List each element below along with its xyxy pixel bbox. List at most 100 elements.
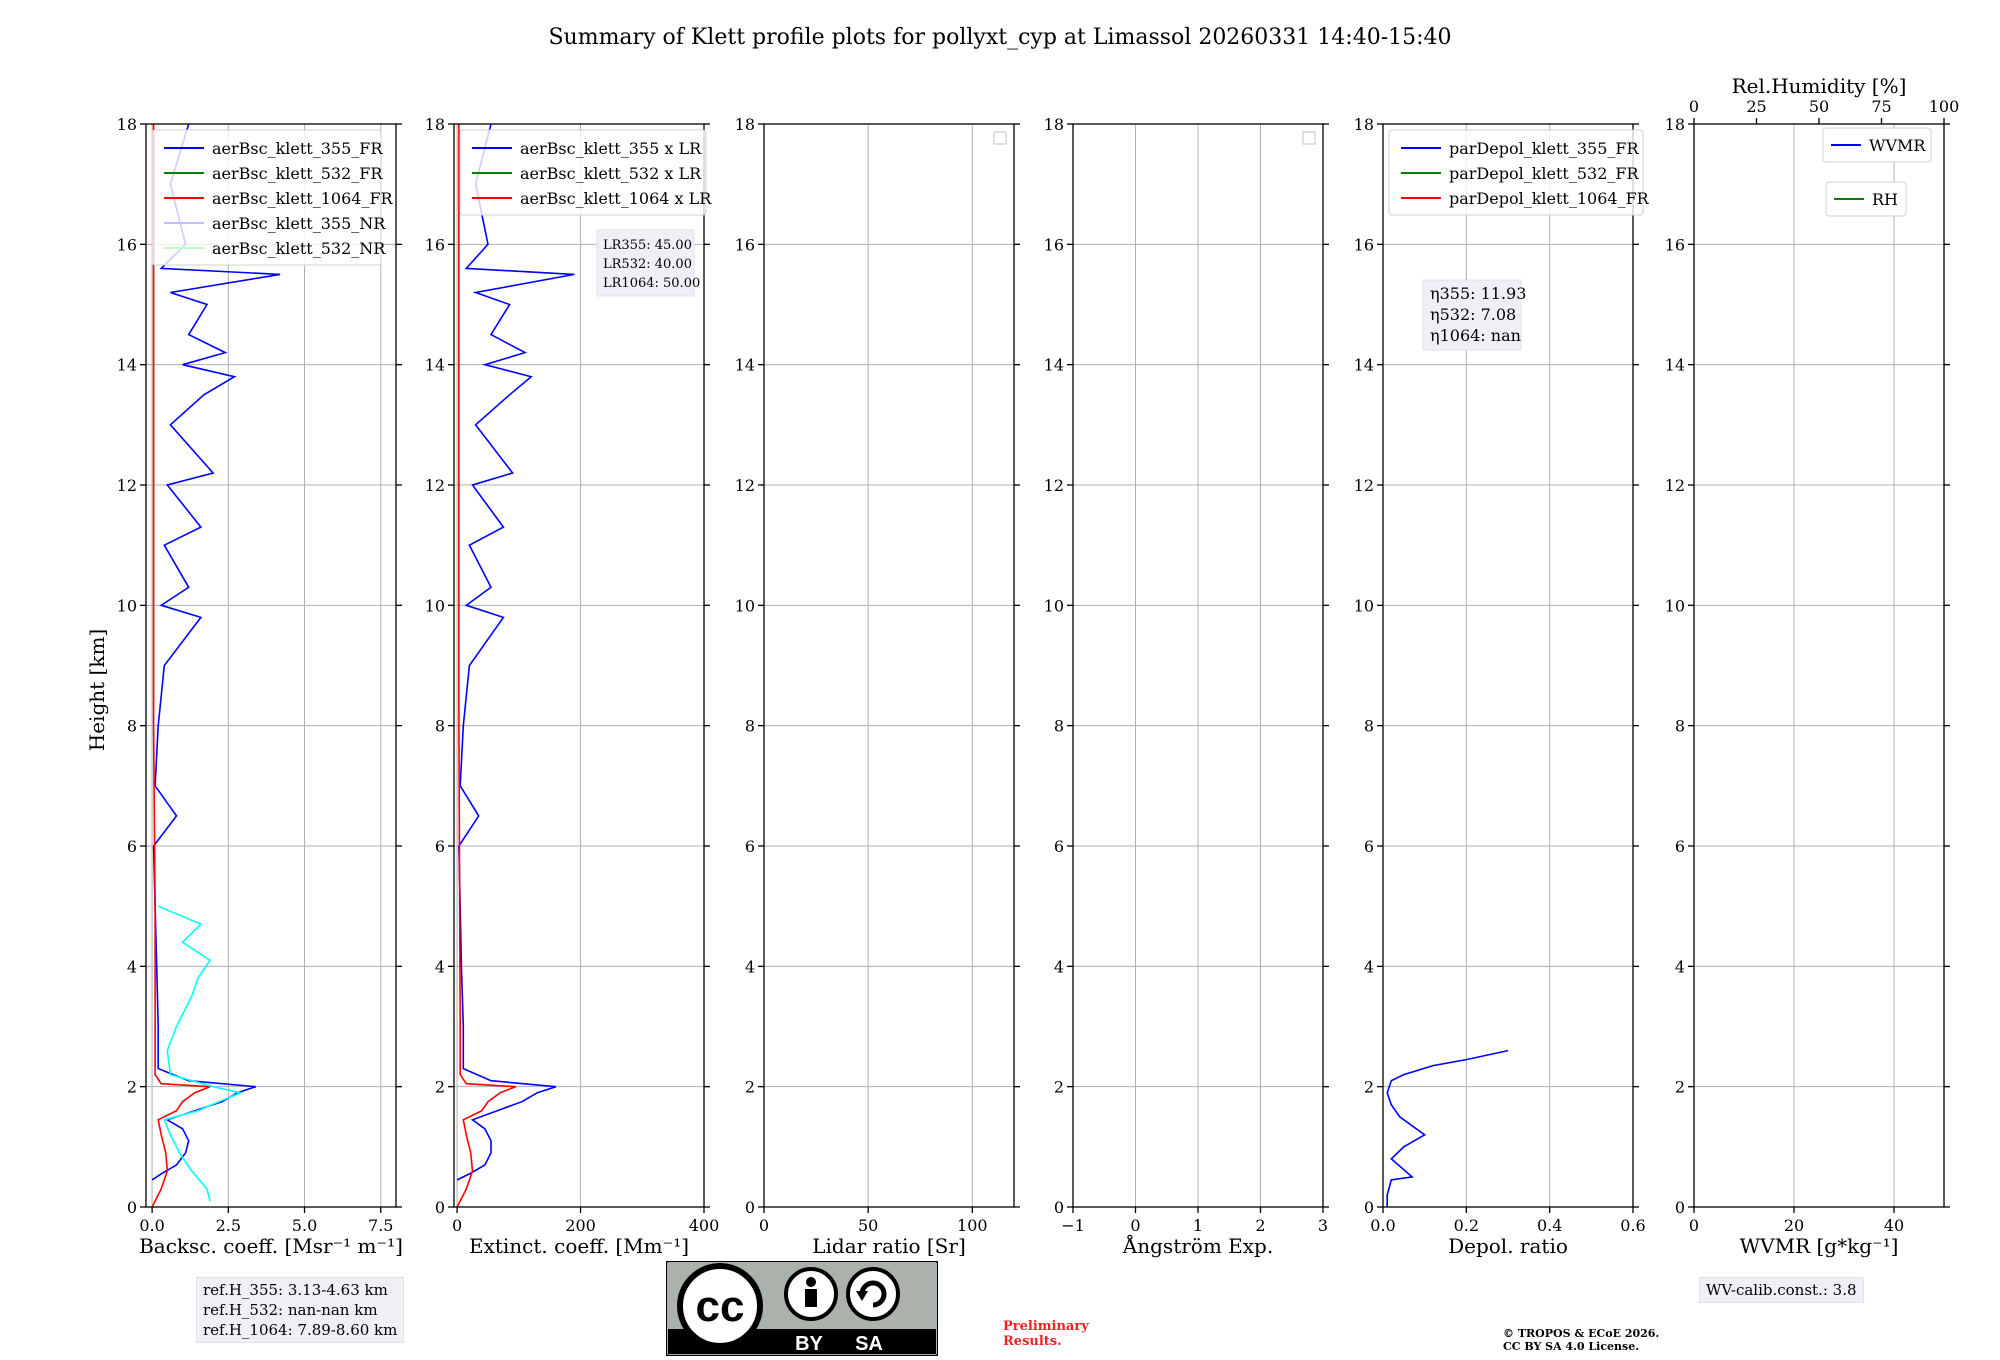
top-x-tick-label: 100 <box>1929 97 1960 116</box>
legend-rh: RH <box>1825 181 1907 217</box>
y-tick-label: 4 <box>127 957 137 976</box>
y-tick-label: 18 <box>1354 115 1374 134</box>
copyright-note: © TROPOS & ECoE 2026. CC BY SA 4.0 Licen… <box>1503 1327 1823 1353</box>
x-tick-label: 0.2 <box>1454 1216 1479 1235</box>
y-tick-label: 18 <box>1044 115 1064 134</box>
legend-label: aerBsc_klett_532_FR <box>212 164 383 183</box>
legend-label: RH <box>1872 190 1898 209</box>
x-tick-label: 200 <box>565 1216 596 1235</box>
x-tick-label: 0 <box>1130 1216 1140 1235</box>
legend-label: WVMR <box>1869 136 1926 155</box>
legend-label: aerBsc_klett_1064 x LR <box>520 189 712 208</box>
axes-frame <box>1693 123 1945 1208</box>
y-tick-label: 14 <box>117 356 137 375</box>
annotation-line: LR1064: 50.00 <box>603 276 700 291</box>
legend: parDepol_klett_355_FR parDepol_klett_532_… <box>1388 129 1650 216</box>
y-tick-label: 14 <box>1044 356 1064 375</box>
annotation-line: η1064: nan <box>1430 326 1521 345</box>
y-tick-label: 8 <box>1054 717 1064 736</box>
annotation-box <box>596 229 695 297</box>
eta-annotation: η355: 11.93 η532: 7.08 η1064: nan <box>1422 279 1526 351</box>
y-tick-label: 0 <box>1364 1198 1374 1217</box>
ref-height-532: ref.H_532: nan-nan km <box>203 1301 378 1319</box>
x-axis-label: WVMR [g*kg⁻¹] <box>1740 1234 1899 1258</box>
legend: aerBsc_klett_355 x LR aerBsc_klett_532 x … <box>459 129 712 216</box>
lidar-ratio-annotation: LR355: 45.00 LR532: 40.00 LR1064: 50.00 <box>596 229 700 297</box>
top-x-axis-label: Rel.Humidity [%] <box>1732 74 1907 98</box>
axes-frame <box>145 123 397 1208</box>
x-axis-label: Ångström Exp. <box>1122 1233 1273 1258</box>
annotation-line: LR355: 45.00 <box>603 238 692 253</box>
y-tick-label: 0 <box>1054 1198 1064 1217</box>
ref-height-355: ref.H_355: 3.13-4.63 km <box>203 1281 388 1299</box>
figure-ylabel: Height [km] <box>85 629 109 751</box>
y-tick-label: 14 <box>735 356 755 375</box>
reference-heights-box: ref.H_355: 3.13-4.63 km ref.H_532: nan-n… <box>196 1277 405 1343</box>
x-tick-label: 40 <box>1884 1216 1904 1235</box>
x-axis-label: Lidar ratio [Sr] <box>812 1234 966 1258</box>
empty-legend <box>993 131 1007 145</box>
legend-box <box>151 129 382 266</box>
y-tick-label: 14 <box>1354 356 1374 375</box>
series-line-aerBsc_klett_355_FR <box>151 124 281 1181</box>
y-tick-label: 18 <box>425 115 445 134</box>
x-axis-label: Depol. ratio <box>1448 1234 1568 1258</box>
y-tick-label: 12 <box>117 476 137 495</box>
y-tick-label: 4 <box>1054 957 1064 976</box>
copyright-line-2: CC BY SA 4.0 License. <box>1503 1340 1640 1353</box>
legend-label: aerBsc_klett_355 x LR <box>520 139 702 158</box>
y-tick-label: 2 <box>435 1078 445 1097</box>
y-tick-label: 2 <box>1364 1078 1374 1097</box>
annotation-line: η355: 11.93 <box>1430 284 1526 303</box>
y-tick-label: 12 <box>1354 476 1374 495</box>
x-tick-label: 0 <box>1689 1216 1699 1235</box>
legend-box <box>459 129 707 216</box>
y-tick-label: 10 <box>1665 596 1685 615</box>
x-tick-label: 2.5 <box>216 1216 241 1235</box>
y-tick-label: 12 <box>735 476 755 495</box>
y-tick-label: 4 <box>1364 957 1374 976</box>
y-tick-label: 8 <box>1364 717 1374 736</box>
legend-wvmr: WVMR <box>1822 127 1932 163</box>
y-tick-label: 10 <box>1044 596 1064 615</box>
x-tick-label: 1 <box>1193 1216 1203 1235</box>
x-tick-label: 100 <box>957 1216 988 1235</box>
y-tick-label: 16 <box>1354 235 1374 254</box>
y-tick-label: 4 <box>1675 957 1685 976</box>
y-tick-label: 16 <box>735 235 755 254</box>
x-axis-label: Extinct. coeff. [Mm⁻¹] <box>469 1234 689 1258</box>
annotation-line: LR532: 40.00 <box>603 257 692 272</box>
x-tick-label: 0 <box>452 1216 462 1235</box>
y-tick-label: 10 <box>1354 596 1374 615</box>
wv-calibration-text: WV-calib.const.: 3.8 <box>1706 1281 1857 1299</box>
legend-label: aerBsc_klett_1064_FR <box>212 189 394 208</box>
y-tick-label: 18 <box>1665 115 1685 134</box>
y-tick-label: 6 <box>127 837 137 856</box>
legend-label: parDepol_klett_355_FR <box>1449 139 1640 158</box>
annotation-box <box>1422 279 1522 351</box>
y-tick-label: 2 <box>745 1078 755 1097</box>
x-tick-label: 20 <box>1784 1216 1804 1235</box>
y-tick-label: 2 <box>127 1078 137 1097</box>
y-tick-label: 10 <box>117 596 137 615</box>
x-tick-label: 2 <box>1255 1216 1265 1235</box>
y-tick-label: 0 <box>1675 1198 1685 1217</box>
y-tick-label: 8 <box>1675 717 1685 736</box>
x-tick-label: 7.5 <box>368 1216 393 1235</box>
cc-mark: cc <box>696 1282 745 1331</box>
y-tick-label: 8 <box>745 717 755 736</box>
x-tick-label: 0.4 <box>1537 1216 1562 1235</box>
y-tick-label: 14 <box>425 356 445 375</box>
y-tick-label: 18 <box>117 115 137 134</box>
y-tick-label: 12 <box>1044 476 1064 495</box>
series-line-aerBsc_klett_1064 x LR <box>456 124 516 1207</box>
y-tick-label: 2 <box>1675 1078 1685 1097</box>
y-tick-label: 10 <box>735 596 755 615</box>
empty-legend <box>1302 131 1316 145</box>
y-tick-label: 16 <box>425 235 445 254</box>
